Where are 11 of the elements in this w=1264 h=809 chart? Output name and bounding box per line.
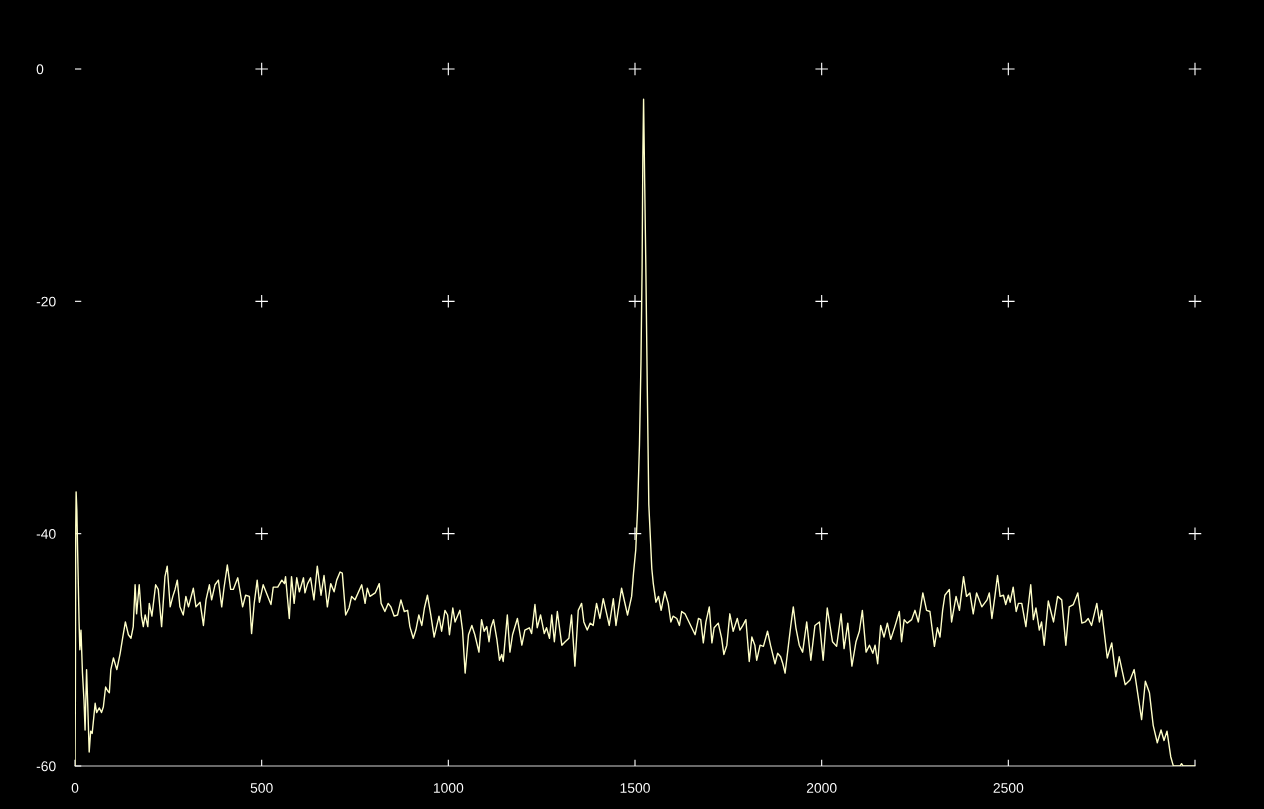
- x-tick-label: 1500: [620, 783, 650, 793]
- x-tick-label: 2000: [806, 783, 837, 793]
- y-tick-label: -40: [36, 529, 56, 539]
- x-tick-label: 1000: [433, 783, 464, 793]
- y-tick-label: -20: [36, 296, 56, 307]
- y-tick-label: -60: [36, 761, 56, 772]
- x-tick-label: 0: [71, 783, 79, 793]
- x-tick-label: 500: [250, 783, 273, 793]
- line-series: [75, 98, 1195, 766]
- x-tick-label: 2500: [993, 783, 1024, 793]
- y-tick-label: 0: [36, 64, 44, 75]
